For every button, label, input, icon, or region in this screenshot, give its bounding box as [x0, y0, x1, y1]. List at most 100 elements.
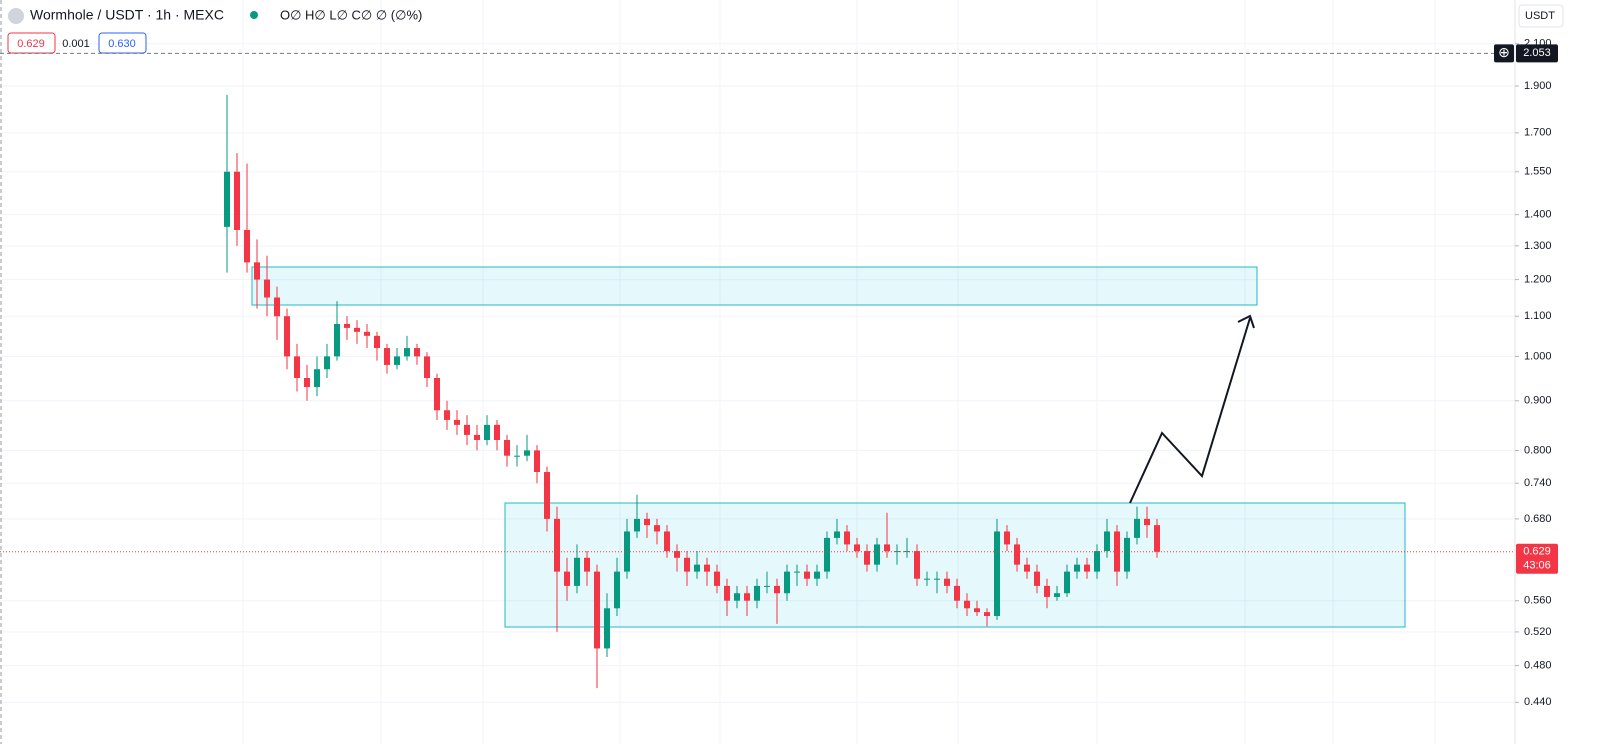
candle-body	[244, 229, 250, 263]
price-axis: 0.440 0.480 0.520 0.560 0.680 0.740 0.800 0.900…	[1515, 38, 1552, 708]
candle-body	[1014, 544, 1020, 565]
candle-body	[484, 424, 490, 441]
candle-body	[574, 557, 580, 586]
candle-body	[714, 571, 720, 586]
candle-body	[614, 571, 620, 609]
candle-body	[824, 537, 830, 572]
candle-body	[234, 171, 240, 230]
y-tick-label: 0.440	[1524, 696, 1552, 708]
candle-body	[1054, 593, 1060, 597]
candle-body	[504, 440, 510, 456]
candle-body	[1024, 564, 1030, 572]
y-tick-label: 1.000	[1524, 350, 1552, 362]
marker-plus	[1494, 44, 1514, 63]
candle-body	[1104, 531, 1110, 552]
candle-body	[734, 593, 740, 601]
candle-body	[324, 356, 330, 370]
candle-body	[754, 585, 760, 601]
candle-body	[854, 544, 860, 552]
y-tick-label: 1.700	[1524, 127, 1552, 139]
candle-body	[644, 518, 650, 526]
candle-body	[1144, 518, 1150, 526]
currency-select[interactable]	[1518, 4, 1564, 28]
candle-body	[464, 424, 470, 435]
projection-path	[1129, 317, 1251, 504]
candle-body	[664, 531, 670, 552]
candle-body	[424, 356, 430, 379]
candle-body	[704, 564, 710, 572]
candle-body	[674, 551, 680, 558]
y-tick-label: 1.100	[1524, 310, 1552, 322]
y-tick-label: 1.400	[1524, 209, 1552, 221]
y-tick-label: 0.520	[1524, 626, 1552, 638]
candle-body	[434, 378, 440, 411]
candle-body	[284, 316, 290, 357]
candle-body	[604, 608, 610, 649]
candle-body	[494, 424, 500, 441]
candle-body	[514, 455, 520, 457]
candle-body	[564, 571, 570, 586]
candle-body	[844, 531, 850, 545]
candle-body	[294, 356, 300, 379]
candle-body	[364, 331, 370, 336]
candle-body	[794, 571, 800, 573]
currency-label[interactable]: USDT	[1525, 10, 1555, 22]
y-tick-label: 0.560	[1524, 595, 1552, 607]
spread: 0.001	[62, 38, 90, 50]
candle-body	[804, 571, 810, 579]
y-tick-label: 1.550	[1524, 166, 1552, 178]
bid-price[interactable]: 0.629	[17, 38, 45, 50]
grid	[0, 43, 1515, 703]
coin-logo	[8, 8, 24, 24]
marker-price-box	[1516, 44, 1558, 63]
ask-price[interactable]: 0.630	[108, 38, 136, 50]
candle-body	[954, 585, 960, 601]
candle-body	[374, 335, 380, 349]
candle-body	[274, 297, 280, 317]
candle-body	[1044, 585, 1050, 597]
range-zone	[504, 502, 1406, 628]
candle-body	[404, 348, 410, 357]
candle-body	[334, 323, 340, 357]
candle-body	[534, 450, 540, 473]
candle-body	[784, 571, 790, 594]
candle-body	[1124, 537, 1130, 572]
candle-body	[774, 585, 780, 594]
candle-body	[764, 585, 770, 587]
y-tick-label: 0.680	[1524, 513, 1552, 525]
market-status	[250, 11, 258, 19]
candle-body	[1074, 564, 1080, 572]
ohlc-legend: O∅ H∅ L∅ C∅ ∅ (∅%)	[280, 7, 422, 22]
candle-body	[944, 578, 950, 586]
candle-body	[384, 348, 390, 365]
candle-body	[914, 551, 920, 579]
candle-body	[594, 571, 600, 649]
candle-body	[1154, 525, 1160, 552]
candle-body	[1134, 518, 1140, 538]
y-tick-label: 0.480	[1524, 660, 1552, 672]
candle-body	[994, 531, 1000, 617]
candle-body	[264, 279, 270, 298]
projection-arrowhead	[1237, 314, 1255, 329]
candles	[224, 94, 1160, 689]
candle-body	[454, 419, 460, 425]
candle-body	[1004, 531, 1010, 545]
resistance-zone	[251, 266, 1258, 306]
symbol-title: Wormhole / USDT · 1h · MEXC	[30, 7, 224, 23]
candle-body	[554, 518, 560, 572]
candle-body	[414, 348, 420, 357]
plus-icon: ⊕	[1498, 44, 1510, 60]
candle-body	[354, 327, 360, 332]
time-grid	[242, 0, 1436, 744]
candle-body	[304, 378, 310, 387]
candle-body	[874, 544, 880, 565]
candle-body	[1064, 571, 1070, 594]
candle-body	[864, 551, 870, 565]
candle-body	[884, 544, 890, 552]
y-tick-label: 1.900	[1524, 80, 1552, 92]
candle-body	[1034, 571, 1040, 586]
candle-body	[724, 585, 730, 601]
last-price: 0.629	[1523, 546, 1551, 558]
candle-body	[654, 525, 660, 532]
